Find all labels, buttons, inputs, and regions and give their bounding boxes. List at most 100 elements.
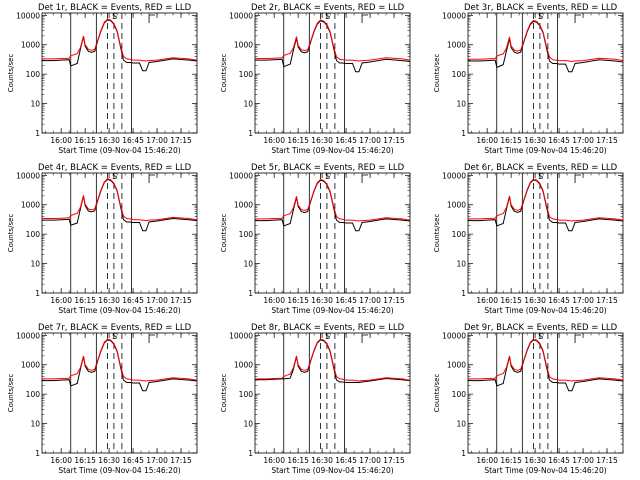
x-tick-label: 17:15: [383, 296, 405, 305]
detector-panel: Det 1r, BLACK = Events, RED = LLD 1 10 100 1…: [7, 3, 198, 155]
interval-marker: S: [112, 172, 117, 181]
plot-frame: [254, 172, 411, 294]
detector-panel: Det 9r, BLACK = Events, RED = LLD 1 10 100 1…: [433, 323, 624, 475]
x-tick-label: 16:00: [50, 456, 72, 465]
y-tick-label: 10: [243, 260, 253, 269]
x-tick-label: 16:00: [263, 136, 285, 145]
interval-bracket: [574, 334, 582, 343]
y-tick-label: 1000: [234, 361, 253, 370]
plot-frame: [41, 332, 198, 454]
x-tick-label: 17:00: [572, 456, 594, 465]
y-tick-label: 1: [248, 449, 253, 458]
x-tick-label: 16:15: [287, 136, 309, 145]
y-axis-label: Counts/sec: [7, 54, 15, 93]
y-tick-label: 1000: [447, 201, 466, 210]
panel-title: Det 6r, BLACK = Events, RED = LLD: [464, 163, 618, 173]
x-tick-label: 16:30: [524, 296, 546, 305]
interval-bracket: [574, 14, 582, 23]
x-tick-label: 16:30: [98, 296, 120, 305]
interval-marker: S: [112, 332, 117, 341]
x-tick-label: 17:00: [572, 296, 594, 305]
x-tick-label: 16:30: [524, 456, 546, 465]
x-tick-label: 16:45: [122, 456, 144, 465]
y-tick-label: 10: [456, 260, 466, 269]
x-tick-label: 16:15: [287, 296, 309, 305]
y-tick-label: 1: [35, 449, 40, 458]
y-tick-label: 100: [452, 390, 467, 399]
y-axis-label: Counts/sec: [7, 374, 15, 413]
panel-title: Det 5r, BLACK = Events, RED = LLD: [251, 163, 405, 173]
x-axis-label: Start Time (09-Nov-04 15:46:20): [58, 306, 180, 315]
x-tick-label: 16:45: [335, 456, 357, 465]
panel-title: Det 7r, BLACK = Events, RED = LLD: [38, 323, 192, 333]
interval-marker: S: [325, 332, 330, 341]
x-tick-label: 16:15: [74, 296, 96, 305]
series-lld-line: [468, 178, 624, 222]
y-tick-label: 1: [461, 129, 466, 138]
detector-panel: Det 5r, BLACK = Events, RED = LLD 1 10 100 1…: [220, 163, 411, 315]
series-lld-line: [42, 178, 198, 222]
x-tick-label: 16:45: [548, 136, 570, 145]
detector-panel: Det 2r, BLACK = Events, RED = LLD 1 10 100 1…: [220, 3, 411, 155]
plot-frame: [41, 172, 198, 294]
series-lld-line: [255, 338, 411, 382]
x-tick-label: 16:00: [476, 136, 498, 145]
interval-bracket: [361, 334, 369, 343]
x-tick-label: 16:15: [500, 456, 522, 465]
x-axis-label: Start Time (09-Nov-04 15:46:20): [271, 306, 393, 315]
y-tick-label: 10: [30, 420, 40, 429]
interval-marker: S: [112, 12, 117, 21]
y-tick-label: 100: [452, 230, 467, 239]
panel-title: Det 3r, BLACK = Events, RED = LLD: [464, 3, 618, 13]
x-tick-label: 17:00: [146, 456, 168, 465]
y-tick-label: 1000: [234, 201, 253, 210]
interval-bracket: [574, 174, 582, 183]
x-tick-label: 17:15: [596, 296, 618, 305]
x-tick-label: 17:00: [359, 296, 381, 305]
series-lld-line: [255, 178, 411, 222]
y-tick-label: 10000: [229, 331, 253, 340]
y-tick-label: 100: [26, 70, 41, 79]
y-axis-label: Counts/sec: [220, 374, 228, 413]
x-tick-label: 16:15: [74, 456, 96, 465]
x-tick-label: 16:00: [50, 296, 72, 305]
y-tick-label: 100: [239, 390, 254, 399]
x-tick-label: 17:15: [170, 136, 192, 145]
interval-bracket: [148, 14, 156, 23]
series-events-line: [255, 339, 411, 383]
y-tick-label: 10: [30, 260, 40, 269]
y-tick-label: 1: [248, 289, 253, 298]
x-tick-label: 16:30: [98, 456, 120, 465]
y-tick-label: 1: [248, 129, 253, 138]
panel-title: Det 4r, BLACK = Events, RED = LLD: [38, 163, 192, 173]
x-tick-label: 16:30: [98, 136, 120, 145]
y-tick-label: 10000: [229, 171, 253, 180]
y-tick-label: 1: [461, 289, 466, 298]
y-tick-label: 100: [239, 230, 254, 239]
interval-marker: S: [538, 12, 543, 21]
series-lld-line: [42, 18, 198, 62]
y-tick-label: 1: [35, 289, 40, 298]
x-tick-label: 16:15: [500, 296, 522, 305]
y-tick-label: 1000: [447, 361, 466, 370]
detector-panel: Det 4r, BLACK = Events, RED = LLD 1 10 100 1…: [7, 163, 198, 315]
x-tick-label: 16:15: [500, 136, 522, 145]
y-tick-label: 10000: [229, 11, 253, 20]
x-tick-label: 16:30: [311, 456, 333, 465]
plot-frame: [41, 12, 198, 134]
plot-frame: [254, 332, 411, 454]
x-tick-label: 16:30: [311, 136, 333, 145]
y-tick-label: 100: [26, 390, 41, 399]
y-axis-label: Counts/sec: [433, 54, 441, 93]
y-tick-label: 1000: [21, 361, 40, 370]
detector-panel: Det 8r, BLACK = Events, RED = LLD 1 10 100 1…: [220, 323, 411, 475]
x-tick-label: 17:15: [596, 456, 618, 465]
y-tick-label: 1000: [21, 201, 40, 210]
series-events-line: [42, 19, 198, 72]
y-tick-label: 10: [30, 100, 40, 109]
series-lld-line: [42, 338, 198, 382]
x-axis-label: Start Time (09-Nov-04 15:46:20): [271, 466, 393, 475]
x-tick-label: 17:00: [572, 136, 594, 145]
y-axis-label: Counts/sec: [433, 374, 441, 413]
interval-marker: S: [325, 12, 330, 21]
